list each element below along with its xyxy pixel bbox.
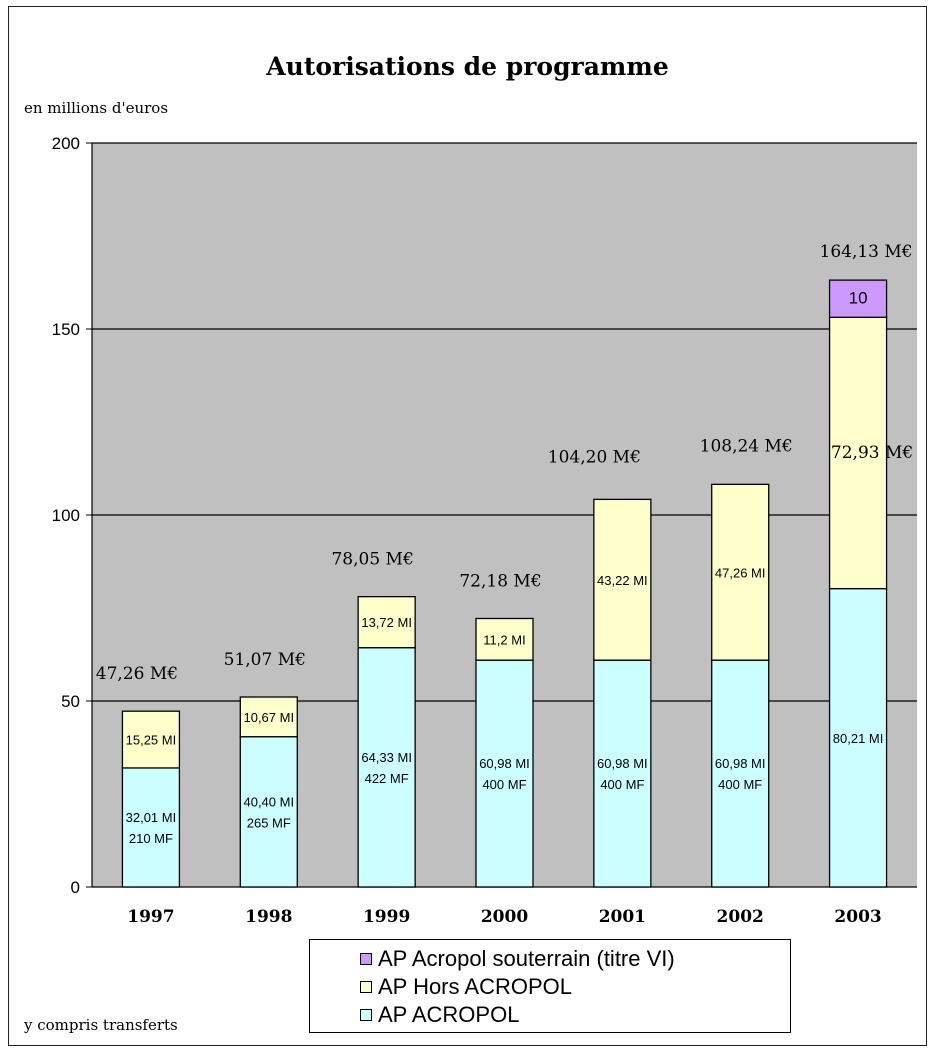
segment-label: 43,22 MI	[597, 573, 648, 588]
segment-label: 60,98 MI	[479, 756, 530, 771]
legend-swatch-souterrain	[360, 953, 372, 965]
x-tick-label: 1998	[245, 907, 292, 927]
legend-item-acropol: AP ACROPOL	[360, 1002, 519, 1028]
y-tick-label: 150	[52, 320, 80, 339]
total-label-1999: 78,05 M€	[331, 550, 413, 570]
x-tick-label: 2003	[834, 907, 881, 927]
y-tick-label: 50	[61, 692, 80, 711]
bar-segment-acropol-1997	[121, 767, 181, 888]
y-tick-label: 200	[52, 134, 80, 153]
legend-item-souterrain: AP Acropol souterrain (titre VI)	[360, 946, 675, 972]
segment-label: 422 MF	[365, 771, 409, 786]
segment-label: 11,2 MI	[483, 632, 525, 647]
bar-segment-hors-acropol-2000	[475, 617, 534, 661]
segment-label: 10	[849, 289, 868, 308]
bar-segment-hors-acropol-2003	[828, 316, 888, 590]
bar-segment-hors-acropol-1999	[357, 596, 416, 649]
bar-segment-hors-acropol-2001	[593, 498, 652, 661]
total-label-2000: 72,18 M€	[459, 571, 541, 591]
bar-segment-acropol-2001	[593, 659, 652, 888]
segment-label: 400 MF	[482, 777, 526, 792]
total-label-2003: 164,13 M€	[820, 242, 913, 262]
legend-label-souterrain: AP Acropol souterrain (titre VI)	[378, 946, 675, 971]
segment-label: 15,25 MI	[126, 733, 177, 748]
bar-segment-souterrain-2003	[828, 279, 888, 318]
total-label-1997: 47,26 M€	[96, 664, 178, 684]
segment-label: 64,33 MI	[361, 750, 412, 765]
x-tick-label: 1999	[363, 907, 410, 927]
legend: AP Acropol souterrain (titre VI) AP Hors…	[309, 939, 791, 1033]
x-tick-label: 2001	[599, 907, 646, 927]
segment-label: 72,93 M€	[831, 443, 913, 463]
segment-label: 40,40 MI	[243, 794, 294, 809]
legend-swatch-hors-acropol	[360, 981, 372, 993]
segment-label: 210 MF	[129, 831, 173, 846]
bar-segment-hors-acropol-1998	[239, 696, 298, 738]
x-tick-label: 2002	[717, 907, 764, 927]
segment-label: 80,21 MI	[833, 731, 884, 746]
segment-label: 400 MF	[600, 777, 644, 792]
legend-label-acropol: AP ACROPOL	[378, 1002, 520, 1027]
y-tick-label: 0	[71, 878, 80, 897]
bar-segment-hors-acropol-2002	[711, 483, 770, 661]
bar-segment-acropol-1999	[357, 647, 416, 888]
segment-label: 60,98 MI	[715, 756, 766, 771]
total-label-2002: 108,24 M€	[700, 436, 793, 456]
segment-label: 32,01 MI	[126, 810, 177, 825]
segment-label: 47,26 MI	[715, 565, 766, 580]
bar-segment-acropol-2000	[475, 659, 534, 888]
segment-label: 60,98 MI	[597, 756, 648, 771]
legend-item-hors-acropol: AP Hors ACROPOL	[360, 974, 572, 1000]
bar-segment-hors-acropol-1997	[121, 710, 181, 769]
y-tick-label: 100	[52, 506, 80, 525]
segment-label: 10,67 MI	[243, 710, 294, 725]
segment-label: 13,72 MI	[361, 615, 412, 630]
bar-segment-acropol-2002	[711, 659, 770, 888]
segment-label: 400 MF	[718, 777, 762, 792]
x-tick-label: 2000	[481, 907, 528, 927]
legend-label-hors-acropol: AP Hors ACROPOL	[378, 974, 572, 999]
legend-swatch-acropol	[360, 1009, 372, 1021]
footnote: y compris transferts	[24, 1016, 178, 1034]
bar-segment-acropol-1998	[239, 736, 298, 888]
chart-title: Autorisations de programme	[266, 52, 669, 81]
bar-segment-acropol-2003	[828, 587, 888, 888]
y-axis-unit-label: en millions d'euros	[24, 99, 169, 117]
segment-label: 265 MF	[247, 815, 291, 830]
total-label-1998: 51,07 M€	[224, 650, 306, 670]
total-label-2001: 104,20 M€	[548, 447, 641, 467]
x-tick-label: 1997	[127, 907, 174, 927]
